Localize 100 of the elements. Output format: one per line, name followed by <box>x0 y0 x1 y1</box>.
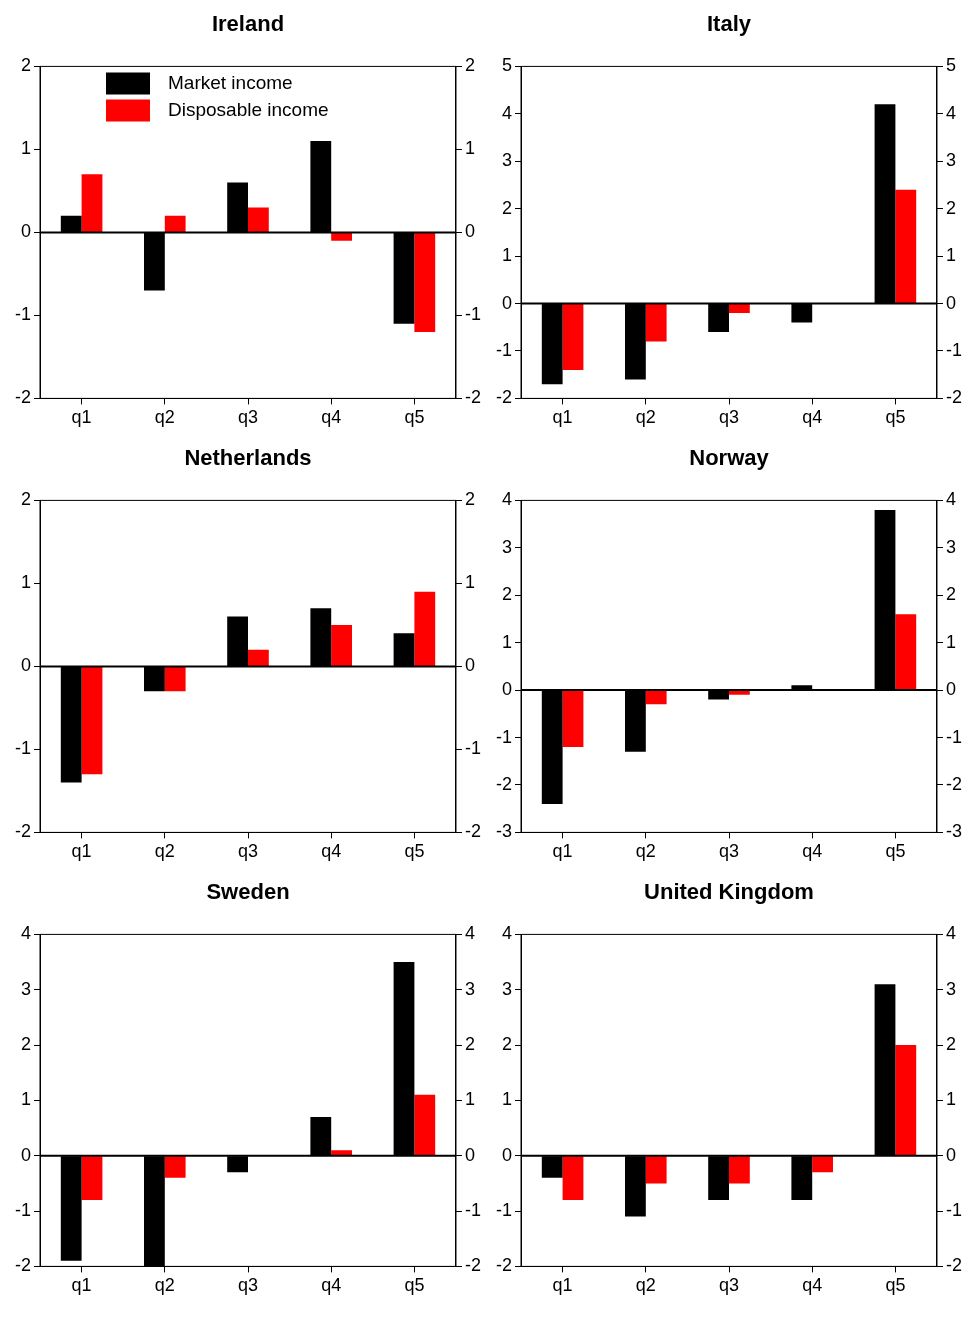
bar <box>164 1156 186 1178</box>
x-tick-label: q5 <box>885 1275 906 1296</box>
y-tick-label: 0 <box>20 221 31 242</box>
x-tick-label: q1 <box>71 841 92 862</box>
y2-tick-label: 1 <box>465 138 476 159</box>
x-tick-label: q5 <box>404 407 425 428</box>
y-tick-label: 2 <box>501 197 512 218</box>
y-tick-label: 2 <box>20 55 31 76</box>
x-tick-label: q1 <box>552 1275 573 1296</box>
y2-tick-label: 3 <box>946 150 957 171</box>
bar <box>645 1156 667 1184</box>
y-tick-label: 2 <box>20 489 31 510</box>
y2-tick-label: -1 <box>946 339 963 360</box>
y-tick-label: 0 <box>20 655 31 676</box>
chart-title: Ireland <box>211 11 285 37</box>
y2-tick-label: 4 <box>946 923 957 944</box>
y2-tick-label: -2 <box>946 773 963 794</box>
y-tick-label: 2 <box>501 1034 512 1055</box>
y2-tick-label: 2 <box>465 489 476 510</box>
y-tick-label: 2 <box>501 584 512 605</box>
x-tick-label: q2 <box>154 407 175 428</box>
chart-title: United Kingdom <box>644 879 814 905</box>
chart-title: Sweden <box>206 879 290 905</box>
bar <box>895 1045 917 1156</box>
x-tick-label: q3 <box>718 841 740 862</box>
x-tick-label: q2 <box>154 1275 175 1296</box>
y2-tick-label: 0 <box>946 679 957 700</box>
y-tick-label: -3 <box>495 821 512 842</box>
y-tick-label: -1 <box>495 339 512 360</box>
y2-tick-label: 2 <box>946 584 957 605</box>
y2-tick-label: 0 <box>946 292 957 313</box>
chart-title: Norway <box>689 445 770 471</box>
y2-tick-label: 2 <box>465 1034 476 1055</box>
bar <box>414 232 436 332</box>
bar <box>895 189 917 304</box>
y2-tick-label: 2 <box>946 197 957 218</box>
x-tick-label: q2 <box>154 841 175 862</box>
bar <box>729 690 750 695</box>
y2-tick-label: 3 <box>946 536 957 557</box>
y2-tick-label: 0 <box>465 655 476 676</box>
y-tick-label: 0 <box>501 1144 512 1165</box>
bar <box>81 666 103 775</box>
y2-tick-label: -2 <box>465 821 482 842</box>
y2-tick-label: -2 <box>465 1255 482 1276</box>
y-tick-label: 3 <box>501 978 512 999</box>
y-tick-label: 3 <box>501 150 512 171</box>
chart-title: Italy <box>706 11 752 37</box>
y-tick-label: 4 <box>501 923 512 944</box>
y2-tick-label: 2 <box>465 55 476 76</box>
x-tick-label: q4 <box>321 407 342 428</box>
x-tick-label: q5 <box>885 407 906 428</box>
x-tick-label: q5 <box>404 841 425 862</box>
y2-tick-label: 3 <box>946 978 957 999</box>
y2-tick-label: 0 <box>946 1144 957 1165</box>
y-tick-label: 1 <box>20 138 31 159</box>
legend-label: Disposable income <box>168 98 329 120</box>
legend-label: Market income <box>168 71 293 93</box>
bar <box>562 690 584 748</box>
x-tick-label: q5 <box>404 1275 425 1296</box>
bar <box>414 1094 436 1156</box>
y2-tick-label: -2 <box>946 387 963 408</box>
chart-title: Netherlands <box>184 445 312 471</box>
x-tick-label: q3 <box>237 1275 259 1296</box>
bar <box>81 174 103 232</box>
x-tick-label: q4 <box>802 1275 823 1296</box>
y-tick-label: 1 <box>501 631 512 652</box>
x-tick-label: q3 <box>237 841 259 862</box>
x-tick-label: q3 <box>718 1275 740 1296</box>
y-tick-label: 0 <box>501 292 512 313</box>
y2-tick-label: 1 <box>465 1089 476 1110</box>
bar <box>645 690 667 705</box>
x-tick-label: q1 <box>552 841 573 862</box>
y2-tick-label: 1 <box>946 631 957 652</box>
bar <box>729 1156 750 1184</box>
y2-tick-label: 1 <box>946 245 957 266</box>
y2-tick-label: 0 <box>465 1144 476 1165</box>
x-tick-label: q4 <box>802 407 823 428</box>
y2-tick-label: -3 <box>946 821 963 842</box>
bar <box>562 304 584 370</box>
bar <box>414 591 436 666</box>
y-tick-label: 1 <box>20 572 31 593</box>
bar <box>164 666 186 692</box>
y-tick-label: 3 <box>501 536 512 557</box>
x-tick-label: q1 <box>552 407 573 428</box>
bar <box>895 614 917 690</box>
y2-tick-label: 0 <box>465 221 476 242</box>
bar <box>248 207 269 232</box>
y2-tick-label: 1 <box>946 1089 957 1110</box>
y-tick-label: -1 <box>495 726 512 747</box>
y-tick-label: 0 <box>501 679 512 700</box>
y2-tick-label: 4 <box>465 923 476 944</box>
y-tick-label: 3 <box>20 978 31 999</box>
x-tick-label: q3 <box>237 407 259 428</box>
y-tick-label: 1 <box>501 245 512 266</box>
y-tick-label: -2 <box>14 821 31 842</box>
y2-tick-label: 5 <box>946 55 957 76</box>
y2-tick-label: 4 <box>946 489 957 510</box>
y2-tick-label: 4 <box>946 102 957 123</box>
y-tick-label: -2 <box>14 1255 31 1276</box>
y-tick-label: -2 <box>495 773 512 794</box>
